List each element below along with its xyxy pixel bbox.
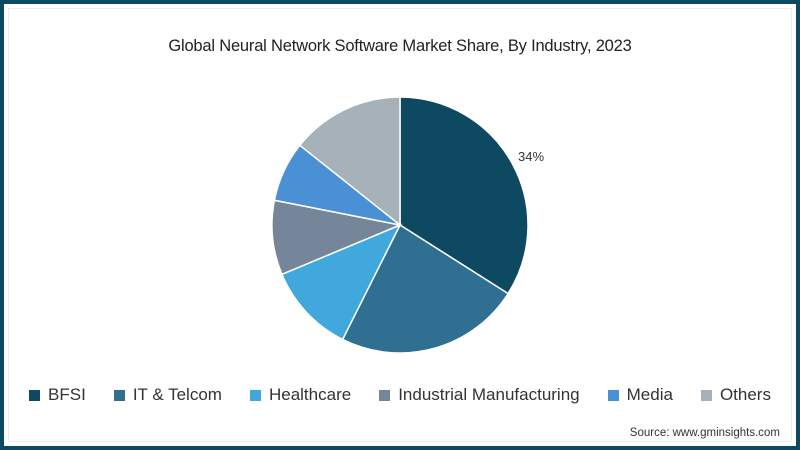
legend-item-industrial-manufacturing: Industrial Manufacturing (379, 385, 580, 405)
legend-swatch-icon (700, 389, 712, 401)
legend-label: Media (626, 385, 673, 404)
legend-swatch-icon (249, 389, 261, 401)
legend-label: Healthcare (268, 385, 352, 404)
legend-label: IT & Telcom (132, 385, 222, 404)
legend-label: Industrial Manufacturing (398, 385, 580, 404)
legend-label: BFSI (48, 385, 86, 404)
legend-swatch-icon (607, 389, 619, 401)
bfsi-percent-label: 34% (518, 149, 544, 164)
legend-label: Others (719, 385, 771, 404)
legend-item-media: Media (607, 385, 673, 405)
pie-slices (271, 96, 529, 354)
legend-item-bfsi: BFSI (29, 385, 86, 405)
legend: BFSI IT & Telcom Healthcare Industrial Manu… (0, 385, 800, 405)
legend-item-it-telcom: IT & Telcom (113, 385, 222, 405)
legend-item-healthcare: Healthcare (249, 385, 352, 405)
legend-swatch-icon (379, 389, 391, 401)
pie-slice-others (298, 96, 401, 227)
chart-inner-border (8, 8, 792, 442)
legend-item-others: Others (700, 385, 771, 405)
legend-swatch-icon (29, 389, 41, 401)
legend-swatch-icon (113, 389, 125, 401)
source-note: Source: www.gminsights.com (629, 427, 780, 439)
pie-slice-healthcare (280, 223, 402, 341)
chart-title: Global Neural Network Software Market Sh… (168, 37, 632, 55)
